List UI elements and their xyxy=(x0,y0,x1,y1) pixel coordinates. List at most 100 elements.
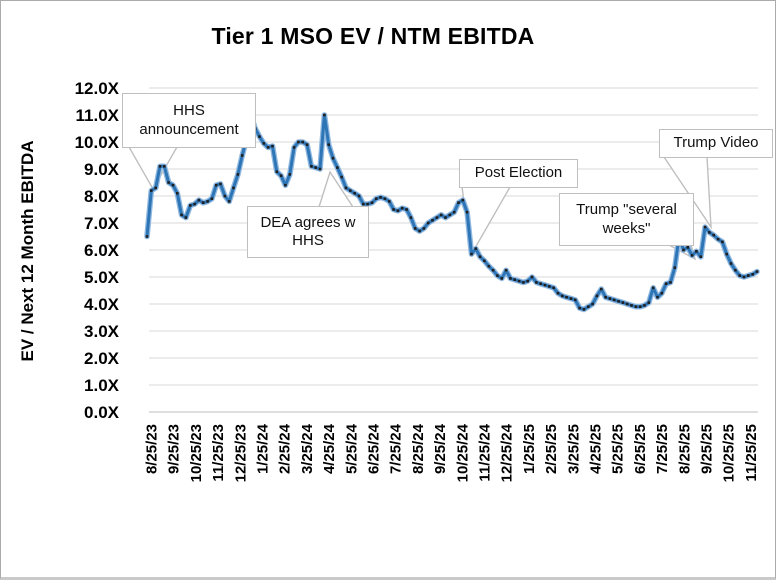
data-point-marker xyxy=(708,231,711,234)
data-point-marker xyxy=(180,213,183,217)
callout-trump-video: Trump Video xyxy=(659,129,773,158)
data-point-marker xyxy=(647,301,651,304)
data-point-marker xyxy=(539,282,542,285)
data-point-marker xyxy=(227,200,231,203)
data-point-marker xyxy=(721,240,724,244)
data-point-marker xyxy=(587,305,590,308)
callout-post-election: Post Election xyxy=(459,159,578,188)
data-point-marker xyxy=(747,274,750,277)
data-point-marker xyxy=(413,227,417,230)
data-point-marker xyxy=(331,156,335,160)
data-point-marker xyxy=(340,175,343,179)
data-point-marker xyxy=(478,255,482,258)
x-tick-label: 7/25/25 xyxy=(654,424,671,474)
data-point-marker xyxy=(504,268,508,272)
x-tick-label: 10/25/23 xyxy=(188,424,205,482)
data-point-marker xyxy=(664,282,668,285)
x-tick-label: 3/25/24 xyxy=(299,423,316,474)
data-point-marker xyxy=(500,277,504,280)
data-point-marker xyxy=(734,268,737,272)
callout-dea-agrees: DEA agrees w HHS xyxy=(247,206,369,258)
data-point-marker xyxy=(673,266,677,269)
data-point-marker xyxy=(232,186,235,190)
data-point-marker xyxy=(292,146,296,149)
data-point-marker xyxy=(275,170,279,173)
data-point-marker xyxy=(556,291,560,295)
x-tick-label: 9/25/24 xyxy=(432,423,449,474)
data-point-marker xyxy=(496,274,499,277)
chart-title: Tier 1 MSO EV / NTM EBITDA xyxy=(211,23,535,49)
y-tick-label: 4.0X xyxy=(84,295,120,314)
data-point-marker xyxy=(422,227,426,230)
data-point-marker xyxy=(695,250,698,253)
data-point-marker xyxy=(171,183,175,187)
data-point-marker xyxy=(362,202,365,206)
x-tick-label: 12/25/24 xyxy=(499,423,516,482)
callout-trump-several-weeks: Trump "several weeks" xyxy=(559,193,694,246)
data-point-marker xyxy=(699,255,703,258)
data-point-marker xyxy=(426,221,430,225)
y-tick-label: 2.0X xyxy=(84,349,120,368)
data-point-marker xyxy=(591,302,594,306)
x-tick-label: 9/25/23 xyxy=(166,424,183,474)
data-point-marker xyxy=(509,277,512,280)
data-point-marker xyxy=(651,286,655,290)
data-point-marker xyxy=(448,213,452,217)
data-point-marker xyxy=(262,142,266,145)
data-point-marker xyxy=(686,246,690,249)
data-point-marker xyxy=(669,281,672,284)
x-tick-label: 3/25/25 xyxy=(565,424,582,474)
data-point-marker xyxy=(638,305,642,308)
data-point-marker xyxy=(513,278,516,281)
data-point-marker xyxy=(154,186,157,190)
data-point-marker xyxy=(617,300,620,303)
data-point-marker xyxy=(522,281,525,284)
x-tick-label: 8/25/25 xyxy=(676,424,693,474)
y-tick-label: 11.0X xyxy=(76,106,120,125)
data-point-marker xyxy=(258,135,261,138)
data-point-marker xyxy=(370,201,374,204)
y-tick-label: 0.0X xyxy=(84,403,120,422)
data-point-marker xyxy=(431,219,434,222)
x-tick-label: 2/25/24 xyxy=(277,423,294,474)
x-tick-label: 1/25/24 xyxy=(255,423,272,474)
y-tick-label: 8.0X xyxy=(84,187,120,206)
data-point-marker xyxy=(690,254,694,257)
data-point-marker xyxy=(396,209,400,213)
data-point-marker xyxy=(353,192,356,195)
data-point-marker xyxy=(279,174,283,177)
x-tick-label: 8/25/23 xyxy=(144,424,161,474)
data-point-marker xyxy=(483,259,486,263)
data-point-marker xyxy=(240,154,244,157)
data-point-marker xyxy=(621,301,625,304)
data-point-marker xyxy=(682,248,685,252)
data-point-marker xyxy=(530,275,534,279)
data-point-marker xyxy=(487,264,491,268)
data-point-marker xyxy=(158,165,162,168)
data-point-marker xyxy=(608,297,612,300)
data-point-marker xyxy=(548,285,551,288)
data-point-marker xyxy=(271,144,274,148)
data-point-marker xyxy=(612,298,616,302)
data-point-marker xyxy=(219,182,222,186)
data-point-marker xyxy=(552,286,555,290)
data-point-marker xyxy=(314,166,317,169)
data-point-marker xyxy=(145,235,149,238)
data-point-marker xyxy=(409,216,413,219)
data-point-marker xyxy=(457,201,460,204)
data-point-marker xyxy=(465,210,469,214)
data-point-marker xyxy=(751,273,754,276)
data-point-marker xyxy=(643,304,646,307)
x-tick-label: 10/25/24 xyxy=(454,423,471,482)
data-point-marker xyxy=(318,167,322,171)
data-point-marker xyxy=(418,229,421,233)
data-point-marker xyxy=(716,237,720,241)
data-point-marker xyxy=(405,208,408,211)
data-point-marker xyxy=(301,140,304,144)
data-point-marker xyxy=(288,173,292,176)
x-tick-label: 1/25/25 xyxy=(521,424,538,474)
data-point-marker xyxy=(236,173,240,176)
data-point-marker xyxy=(210,197,214,200)
y-tick-label: 12.0X xyxy=(75,79,120,98)
